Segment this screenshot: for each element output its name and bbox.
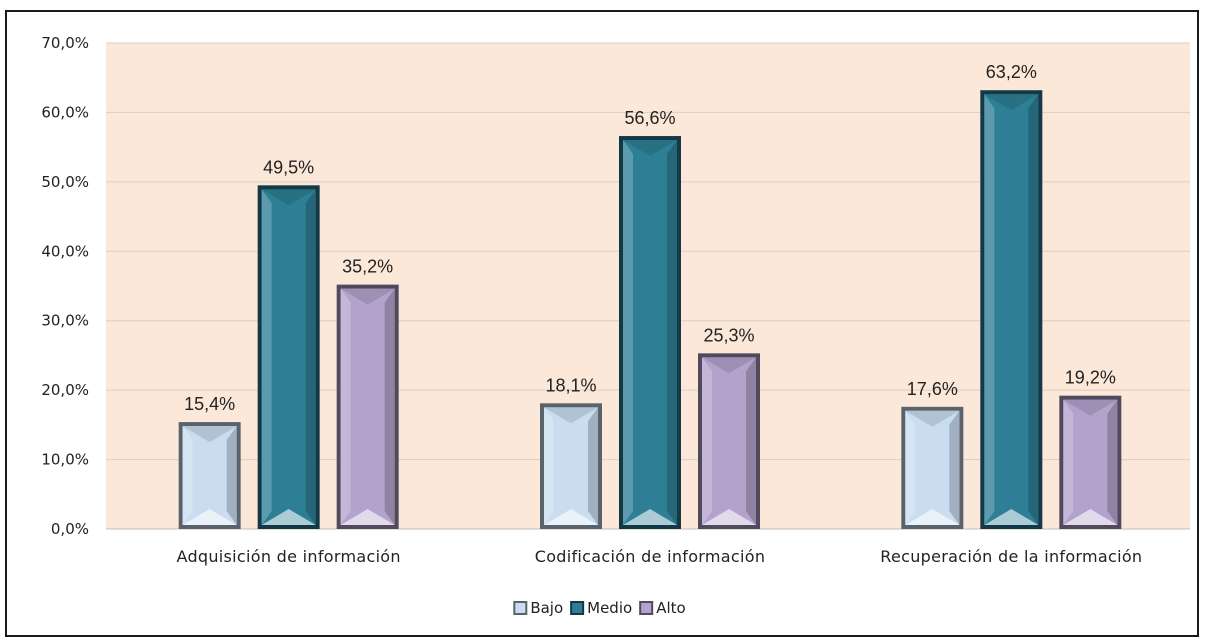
legend-label: Bajo <box>530 599 563 617</box>
x-tick-label: Recuperación de la información <box>880 547 1142 566</box>
bar-medio <box>980 90 1043 529</box>
bar-bajo <box>178 422 241 529</box>
data-label: 49,5% <box>263 157 314 177</box>
data-label: 17,6% <box>907 379 958 399</box>
bar-chart: 0,0% 10,0% 20,0% 30,0% 40,0% 50,0% 60,0% 70,0% 1… <box>41 34 1190 617</box>
x-tick-label: Codificación de información <box>535 547 766 566</box>
legend-label: Medio <box>587 599 632 617</box>
data-label: 63,2% <box>986 62 1037 82</box>
legend-swatch <box>513 601 528 615</box>
data-label: 15,4% <box>184 394 235 414</box>
legend-label: Alto <box>656 599 686 617</box>
bar-bajo <box>540 403 602 529</box>
bar-medio <box>257 185 320 530</box>
x-tick-label: Adquisición de información <box>176 547 400 566</box>
bar-alto <box>1059 395 1122 529</box>
bar-medio <box>619 136 681 529</box>
bar-alto <box>336 284 399 529</box>
data-label: 19,2% <box>1065 368 1116 388</box>
y-tick-label: 10,0% <box>41 451 89 469</box>
y-tick-label: 30,0% <box>41 312 89 330</box>
bar-bajo <box>901 406 964 529</box>
data-label: 25,3% <box>703 325 754 345</box>
bar-alto <box>698 353 760 529</box>
legend-swatch <box>570 601 585 615</box>
y-tick-label: 20,0% <box>41 381 89 399</box>
y-tick-label: 50,0% <box>41 173 89 191</box>
data-label: 18,1% <box>545 375 596 395</box>
data-label: 35,2% <box>342 257 393 277</box>
data-label: 56,6% <box>624 108 675 128</box>
y-tick-label: 0,0% <box>51 520 89 538</box>
chart-frame: 0,0% 10,0% 20,0% 30,0% 40,0% 50,0% 60,0% 70,0% 1… <box>5 10 1199 637</box>
legend: Bajo Medio Alto <box>513 599 686 617</box>
y-tick-label: 60,0% <box>41 103 89 121</box>
legend-swatch <box>639 601 654 615</box>
y-tick-label: 70,0% <box>41 34 89 52</box>
y-tick-label: 40,0% <box>41 242 89 260</box>
